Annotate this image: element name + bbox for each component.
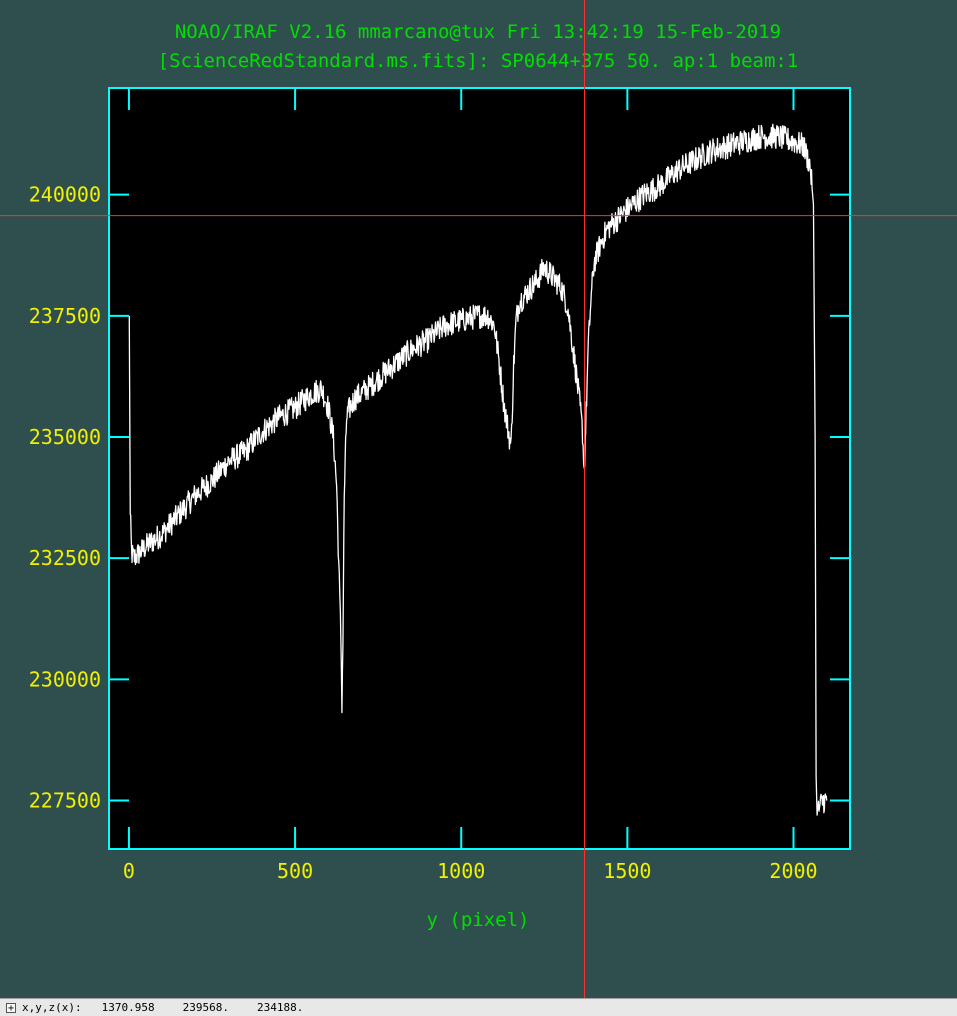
y-axis-ticks: 227500 230000 232500 235000 237500 240000 (29, 183, 850, 813)
plot-subtitle: [ScienceRedStandard.ms.fits]: SP0644+375… (158, 50, 799, 72)
plot-title: NOAO/IRAF V2.16 mmarcano@tux Fri 13:42:1… (175, 21, 781, 43)
y-tick-label: 230000 (29, 667, 101, 691)
y-tick-label: 237500 (29, 304, 101, 328)
x-tick-label: 0 (123, 859, 135, 883)
status-z-value: 234188. (256, 1001, 304, 1014)
status-label: x,y,z(x): (22, 1001, 82, 1014)
expand-toggle-icon[interactable]: + (6, 1002, 16, 1014)
x-tick-label: 1000 (437, 859, 485, 883)
status-bar: + x,y,z(x): 1370.958 239568. 234188. (0, 998, 957, 1016)
status-x-value: 1370.958 (101, 1001, 155, 1014)
x-tick-label: 1500 (603, 859, 651, 883)
plot-frame (108, 87, 851, 850)
x-tick-label: 2000 (769, 859, 817, 883)
x-axis-label: y (pixel) (427, 909, 530, 931)
y-tick-label: 235000 (29, 425, 101, 449)
spectrum-line (128, 123, 828, 816)
x-axis-ticks: 0 500 1000 1500 2000 (123, 88, 818, 883)
y-tick-label: 240000 (29, 183, 101, 207)
y-tick-label: 227500 (29, 789, 101, 813)
x-tick-label: 500 (277, 859, 313, 883)
y-tick-label: 232500 (29, 546, 101, 570)
status-y-value: 239568. (182, 1001, 229, 1014)
plot-area (109, 88, 850, 849)
